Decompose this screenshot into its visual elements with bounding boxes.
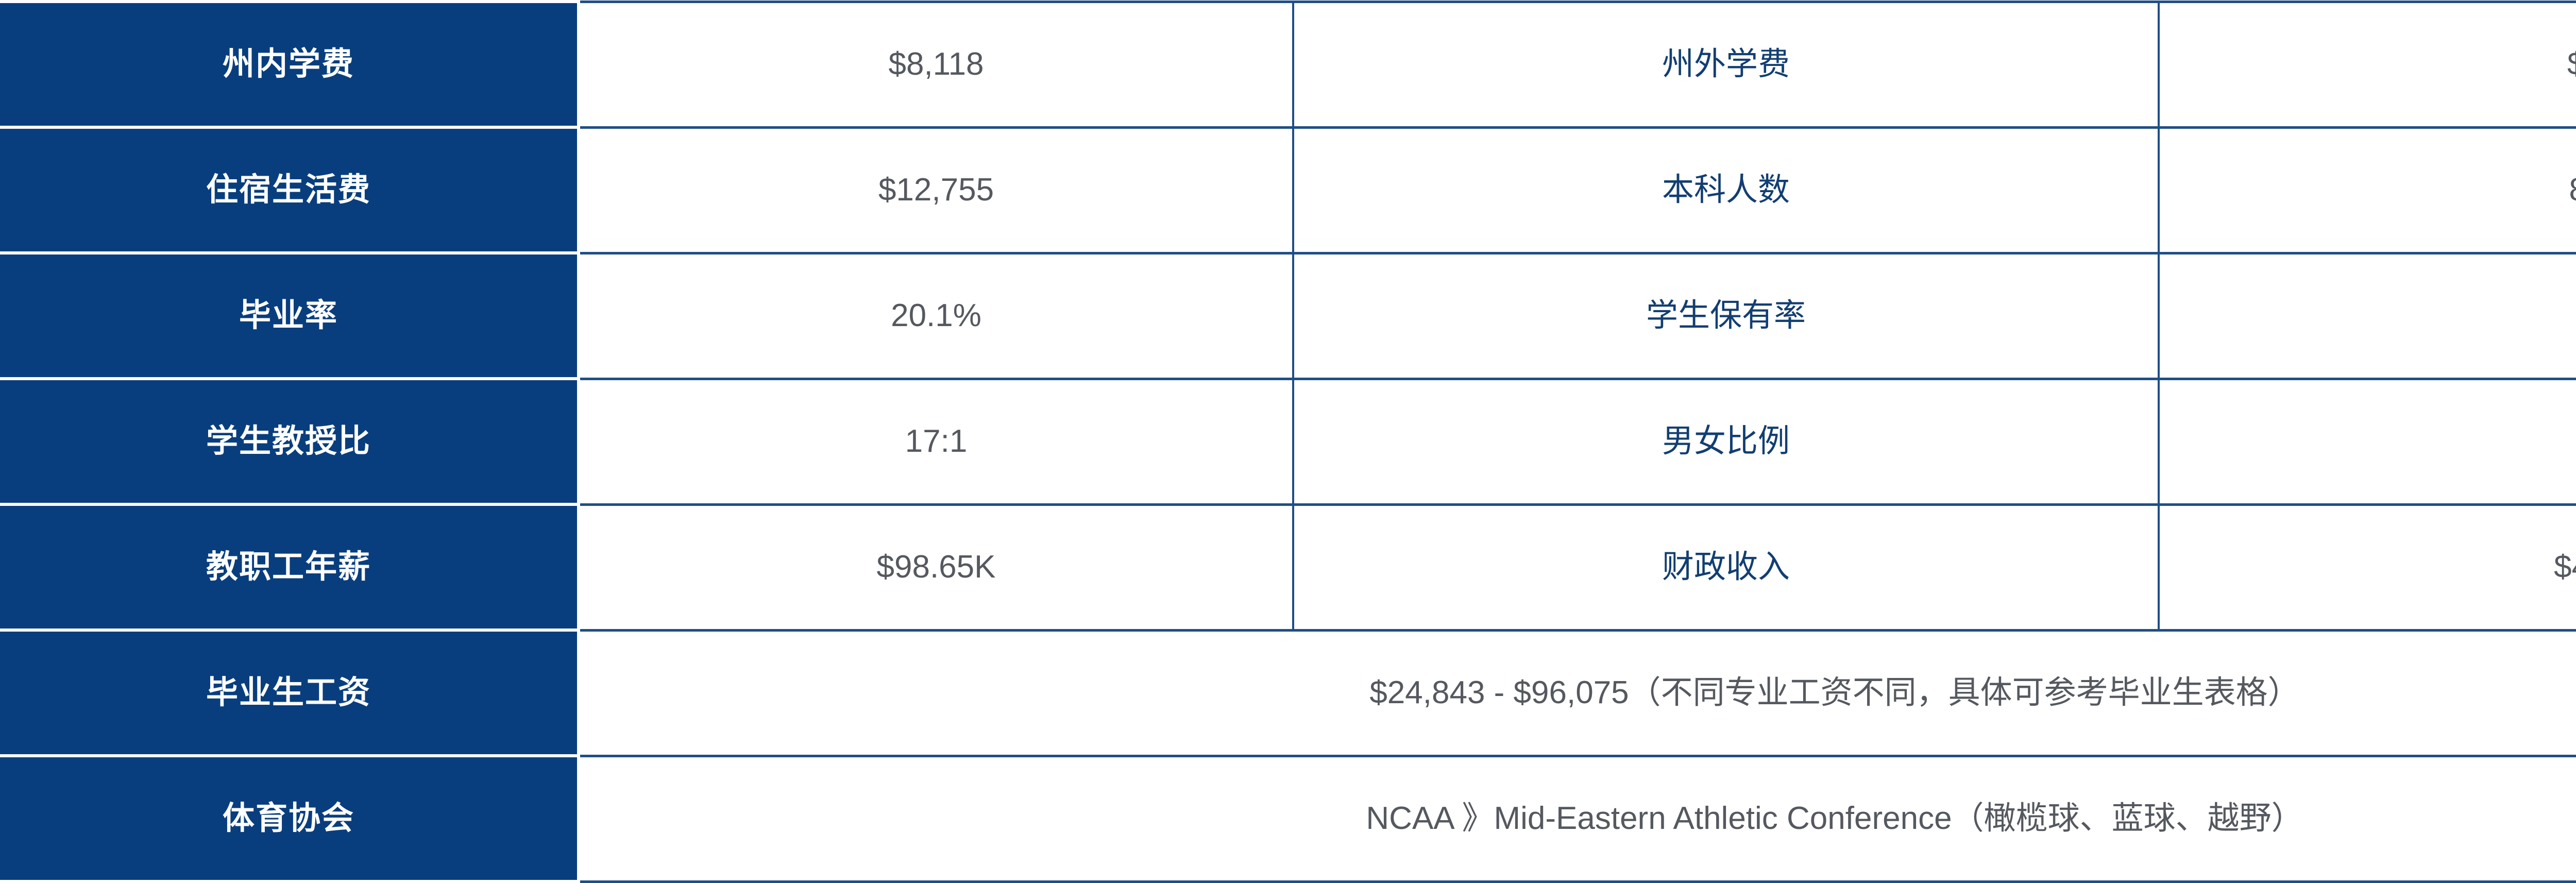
table-row: 住宿生活费 $12,755 本科人数 8,300人 [0, 126, 2576, 254]
row-label-room-and-board: 住宿生活费 [0, 126, 580, 254]
value-text: 8,300人 [2160, 172, 2576, 208]
row-value-graduation-rate: 20.1% [579, 251, 1293, 380]
value-text: $98.65K [876, 549, 996, 585]
table-row: 毕业生工资 $24,843 - $96,075（不同专业工资不同，具体可参考毕业… [0, 629, 2576, 757]
row-value-athletic-conference: NCAA 》Mid-Eastern Athletic Conference（橄榄… [579, 754, 2576, 883]
table-row: 教职工年薪 $98.65K 财政收入 $447.77M [0, 503, 2576, 632]
row-value-gender-ratio: 38:62 [2158, 377, 2576, 506]
value-text: $12,755 [878, 172, 994, 208]
label-text: 体育协会 [222, 800, 354, 836]
label-text: 毕业率 [239, 297, 338, 333]
value-text: NCAA 》Mid-Eastern Athletic Conference（橄榄… [1366, 800, 2303, 836]
table-row: 体育协会 NCAA 》Mid-Eastern Athletic Conferen… [0, 754, 2576, 883]
row-label-athletic-conference: 体育协会 [0, 754, 580, 883]
row-value-student-faculty-ratio: 17:1 [579, 377, 1293, 506]
row-label-graduation-rate: 毕业率 [0, 251, 580, 380]
label-text: 州外学费 [1662, 46, 1790, 82]
row-label-in-state-tuition: 州内学费 [0, 0, 580, 129]
value-text: 70.8% [2160, 298, 2576, 333]
value-text: $8,118 [888, 46, 984, 82]
label-text: 毕业生工资 [206, 674, 371, 710]
label-text: 州内学费 [222, 46, 354, 82]
table-row: 学生教授比 17:1 男女比例 38:62 [0, 377, 2576, 506]
table-row: 州内学费 $8,118 州外学费 $21,331 [0, 0, 2576, 129]
value-text: $447.77M [2554, 549, 2576, 585]
row-value-in-state-tuition: $8,118 [579, 0, 1293, 129]
table-row: 毕业率 20.1% 学生保有率 70.8% [0, 251, 2576, 380]
row-label-financial-revenue: 财政收入 [1292, 503, 2159, 632]
row-label-gender-ratio: 男女比例 [1292, 377, 2159, 506]
value-text: 17:1 [905, 423, 968, 459]
label-text: 住宿生活费 [206, 172, 371, 208]
row-label-out-of-state-tuition: 州外学费 [1292, 0, 2159, 129]
label-text: 本科人数 [1662, 172, 1790, 208]
row-value-financial-revenue: $447.77M [2158, 503, 2576, 632]
row-value-out-of-state-tuition: $21,331 [2158, 0, 2576, 129]
row-value-graduate-salary: $24,843 - $96,075（不同专业工资不同，具体可参考毕业生表格） [579, 629, 2576, 757]
label-text: 教职工年薪 [206, 549, 371, 585]
value-text: 20.1% [891, 297, 981, 333]
row-label-undergraduate-count: 本科人数 [1292, 126, 2159, 254]
row-label-graduate-salary: 毕业生工资 [0, 629, 580, 757]
row-value-faculty-salary: $98.65K [579, 503, 1293, 632]
row-label-faculty-salary: 教职工年薪 [0, 503, 580, 632]
row-label-retention-rate: 学生保有率 [1292, 251, 2159, 380]
value-text: $21,331 [2160, 46, 2576, 82]
label-text: 财政收入 [1662, 549, 1790, 585]
value-text: $24,843 - $96,075（不同专业工资不同，具体可参考毕业生表格） [1369, 674, 2300, 710]
row-value-retention-rate: 70.8% [2158, 251, 2576, 380]
label-text: 学生教授比 [206, 423, 371, 459]
row-label-student-faculty-ratio: 学生教授比 [0, 377, 580, 506]
value-text: 38:62 [2160, 424, 2576, 459]
label-text: 男女比例 [1662, 423, 1790, 459]
row-value-room-and-board: $12,755 [579, 126, 1293, 254]
row-value-undergraduate-count: 8,300人 [2158, 126, 2576, 254]
label-text: 学生保有率 [1646, 297, 1806, 333]
